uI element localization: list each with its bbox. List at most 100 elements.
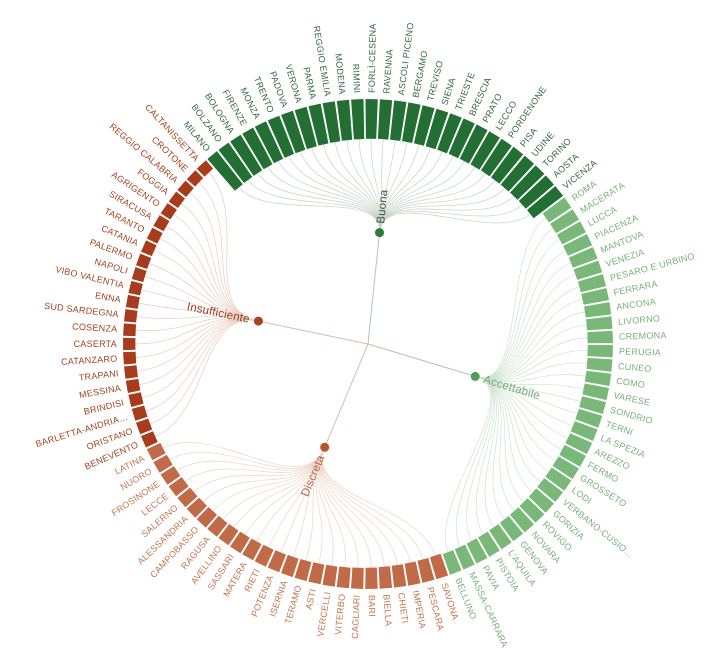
- city-bar[interactable]: [542, 197, 572, 223]
- city-label[interactable]: PERUGIA: [619, 346, 662, 357]
- city-label[interactable]: CUNEO: [618, 361, 653, 374]
- city-bar[interactable]: [186, 497, 207, 518]
- city-bar[interactable]: [186, 170, 204, 187]
- city-bar[interactable]: [254, 121, 284, 164]
- city-bar[interactable]: [480, 138, 512, 177]
- city-bar[interactable]: [581, 288, 609, 305]
- city-bar[interactable]: [378, 566, 393, 589]
- city-bar[interactable]: [308, 103, 329, 146]
- city-bar[interactable]: [510, 165, 545, 200]
- city-bar[interactable]: [146, 227, 163, 244]
- city-bar[interactable]: [489, 524, 512, 550]
- city-label[interactable]: RIMINI: [351, 64, 362, 94]
- city-bar[interactable]: [559, 444, 586, 467]
- city-label[interactable]: PARMA: [301, 66, 318, 100]
- city-label[interactable]: TRAPANI: [78, 368, 119, 383]
- city-bar[interactable]: [470, 131, 500, 170]
- city-bar[interactable]: [377, 99, 393, 140]
- city-label[interactable]: ENNA: [94, 290, 121, 304]
- city-bar[interactable]: [584, 370, 612, 386]
- city-bar[interactable]: [168, 477, 189, 497]
- city-label[interactable]: BARLETTA-ANDRIA…: [34, 412, 129, 449]
- city-bar[interactable]: [153, 215, 170, 232]
- city-bar[interactable]: [242, 127, 273, 170]
- city-label[interactable]: CASERTA: [74, 339, 117, 349]
- city-bar[interactable]: [124, 309, 138, 323]
- city-label[interactable]: RAVENNA: [381, 49, 394, 94]
- city-bar[interactable]: [207, 151, 243, 191]
- category-node-label[interactable]: Insufficiente: [186, 301, 251, 326]
- city-bar[interactable]: [136, 418, 153, 435]
- city-label[interactable]: ANCONA: [616, 296, 657, 312]
- city-label[interactable]: IMPERIA: [411, 590, 428, 630]
- city-bar[interactable]: [131, 405, 148, 421]
- city-bar[interactable]: [518, 175, 554, 209]
- city-bar[interactable]: [125, 378, 141, 393]
- city-label[interactable]: FERRARA: [613, 279, 659, 298]
- city-bar[interactable]: [308, 562, 325, 585]
- city-bar[interactable]: [218, 142, 253, 183]
- city-bar[interactable]: [586, 316, 613, 331]
- city-bar[interactable]: [128, 280, 143, 296]
- city-bar[interactable]: [459, 124, 488, 164]
- city-bar[interactable]: [351, 567, 364, 590]
- category-node-dot[interactable]: [320, 442, 330, 452]
- city-bar[interactable]: [500, 155, 535, 192]
- city-bar[interactable]: [218, 524, 239, 546]
- city-bar[interactable]: [128, 392, 144, 407]
- city-bar[interactable]: [322, 564, 338, 587]
- city-bar[interactable]: [584, 302, 612, 318]
- city-bar[interactable]: [528, 488, 554, 513]
- city-bar[interactable]: [123, 323, 137, 337]
- city-bar[interactable]: [537, 478, 563, 502]
- city-bar[interactable]: [570, 421, 598, 441]
- city-bar[interactable]: [563, 234, 593, 256]
- city-bar[interactable]: [196, 160, 214, 177]
- city-bar[interactable]: [294, 559, 312, 582]
- city-bar[interactable]: [587, 345, 613, 358]
- city-bar[interactable]: [365, 567, 378, 590]
- city-bar[interactable]: [557, 221, 586, 245]
- city-bar[interactable]: [153, 454, 173, 473]
- city-bar[interactable]: [254, 544, 274, 567]
- city-bar[interactable]: [437, 113, 462, 154]
- city-label[interactable]: VERCELLI: [315, 591, 332, 638]
- city-bar[interactable]: [417, 558, 435, 583]
- city-label[interactable]: COMO: [616, 376, 646, 390]
- city-bar[interactable]: [230, 531, 250, 554]
- city-label[interactable]: COSENZA: [72, 321, 118, 334]
- city-bar[interactable]: [196, 507, 217, 528]
- city-bar[interactable]: [466, 538, 488, 564]
- city-bar[interactable]: [322, 101, 341, 143]
- city-bar[interactable]: [478, 531, 500, 557]
- city-bar[interactable]: [454, 544, 475, 570]
- city-bar[interactable]: [267, 550, 286, 573]
- city-label[interactable]: CAGLIARI: [350, 595, 362, 639]
- city-bar[interactable]: [390, 100, 407, 141]
- city-bar[interactable]: [550, 209, 580, 234]
- city-bar[interactable]: [499, 516, 524, 542]
- city-bar[interactable]: [365, 99, 378, 139]
- city-bar[interactable]: [136, 253, 152, 269]
- city-label[interactable]: CREMONA: [619, 330, 667, 341]
- city-bar[interactable]: [577, 274, 607, 293]
- city-bar[interactable]: [568, 247, 598, 268]
- city-label[interactable]: SUD SARDEGNA: [44, 301, 120, 320]
- city-label[interactable]: VITERBO: [333, 593, 347, 635]
- city-bar[interactable]: [281, 110, 306, 154]
- city-bar[interactable]: [177, 180, 194, 197]
- city-label[interactable]: BARI: [367, 595, 377, 617]
- city-bar[interactable]: [429, 553, 449, 580]
- city-bar[interactable]: [527, 186, 564, 219]
- city-bar[interactable]: [391, 564, 407, 588]
- city-bar[interactable]: [519, 498, 545, 523]
- city-bar[interactable]: [207, 515, 228, 537]
- city-bar[interactable]: [545, 467, 572, 491]
- city-label[interactable]: CHIETI: [396, 592, 410, 624]
- city-bar[interactable]: [281, 554, 299, 578]
- city-bar[interactable]: [267, 115, 295, 158]
- city-bar[interactable]: [552, 456, 579, 479]
- city-label[interactable]: LIVORNO: [618, 313, 661, 327]
- city-label[interactable]: FORLÌ-CESENA: [367, 23, 378, 93]
- city-label[interactable]: ASTI: [304, 588, 318, 611]
